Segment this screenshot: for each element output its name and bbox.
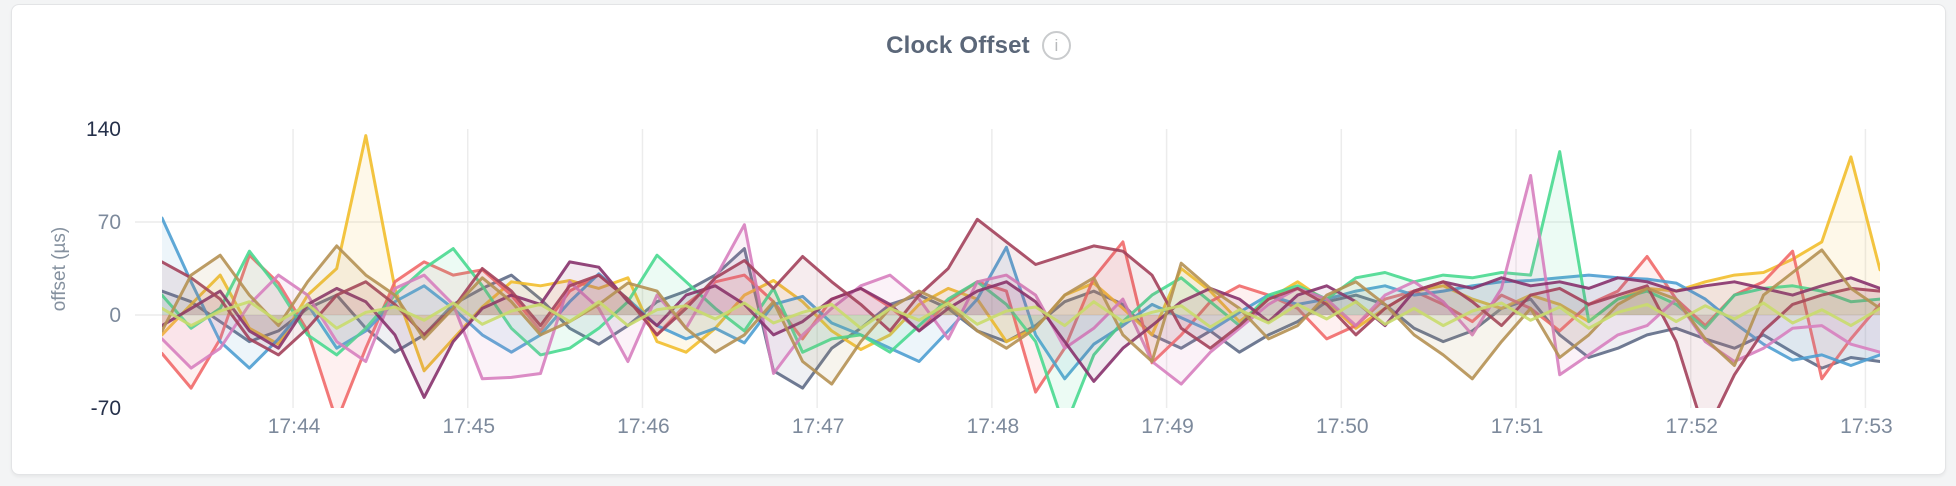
chart-title: Clock Offset	[886, 31, 1030, 59]
series-9-line	[162, 244, 1880, 386]
series-5-line	[162, 150, 1880, 408]
x-tick-label: 17:51	[1490, 415, 1544, 438]
x-tick-label: 17:45	[442, 415, 496, 438]
series-1-area	[162, 248, 1880, 389]
series-7-line	[162, 260, 1880, 399]
x-tick-label: 17:50	[1316, 415, 1369, 438]
y-tick-label: 0	[109, 304, 121, 327]
chart-panel: Clock Offset i offset (µs) 140 70 0 -70 17:…	[11, 4, 1946, 475]
x-tick-label: 17:49	[1141, 415, 1194, 438]
y-tick-label: 140	[85, 118, 121, 141]
series-10-line	[162, 300, 1880, 330]
series-6-line	[162, 174, 1880, 386]
info-icon[interactable]: i	[1041, 31, 1071, 60]
x-tick-label: 17:47	[791, 415, 845, 438]
series-group	[162, 134, 1880, 408]
chart-header: Clock Offset i	[12, 31, 1945, 60]
x-tick-label: 17:44	[267, 415, 321, 438]
series-5-area	[162, 151, 1880, 408]
x-tick-label: 17:52	[1665, 415, 1718, 438]
x-tick-label: 17:53	[1840, 415, 1893, 438]
series-4-area	[162, 218, 1880, 379]
y-tick-label: -70	[90, 397, 121, 420]
series-7-area	[162, 261, 1880, 398]
series-8-area	[162, 219, 1880, 408]
x-tick-label: 17:46	[617, 415, 670, 438]
x-tick-label: 17:48	[966, 415, 1020, 438]
series-6-area	[162, 175, 1880, 385]
y-tick-label: 70	[97, 211, 121, 234]
series-9-area	[162, 245, 1880, 385]
